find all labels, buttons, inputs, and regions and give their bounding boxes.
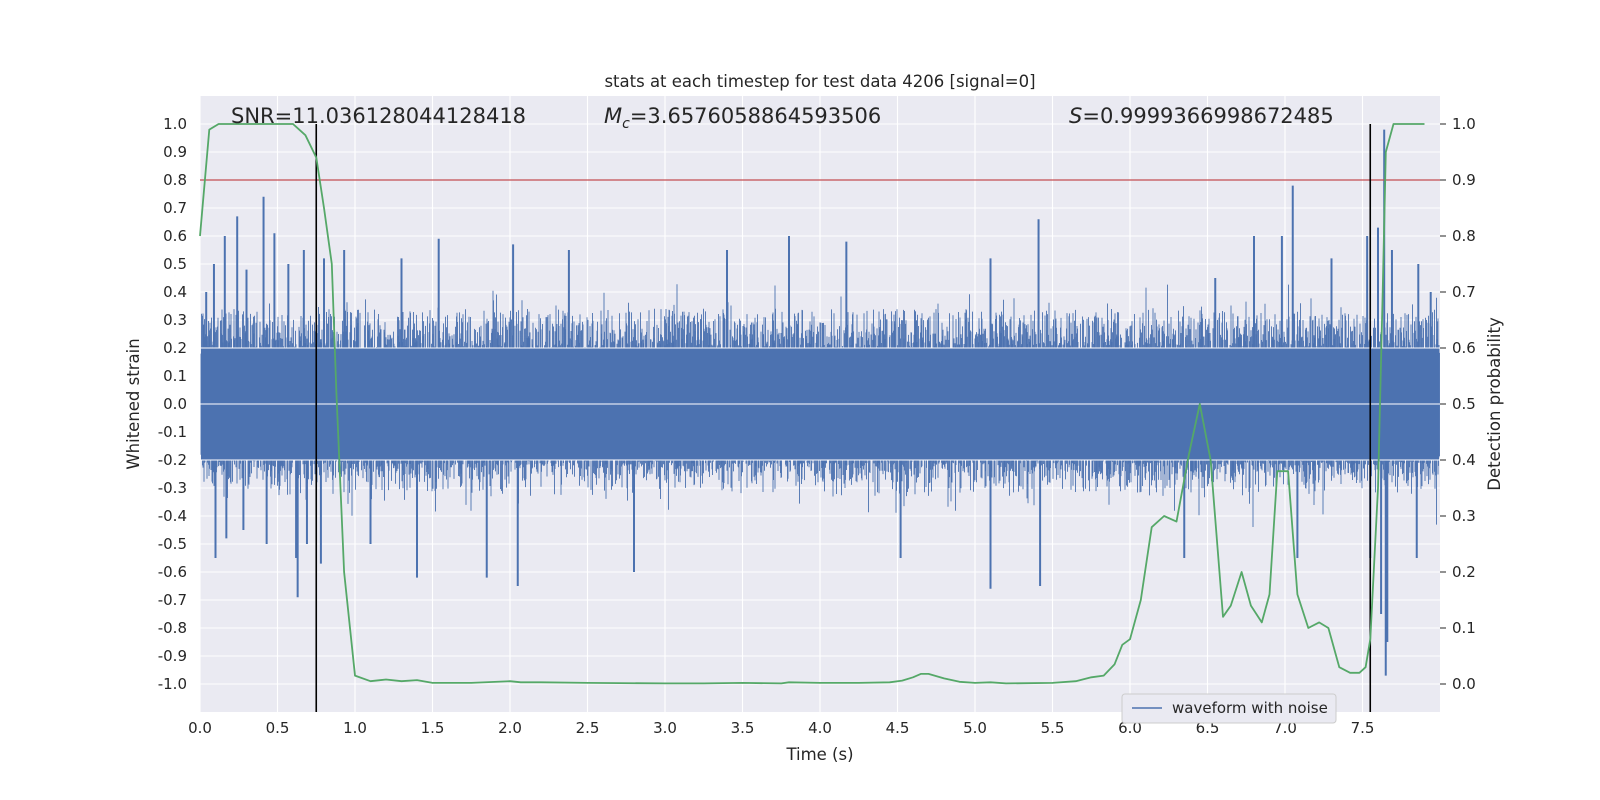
chirp-mass-value: =3.6576058864593506 xyxy=(630,104,881,128)
chirp-mass-annotation: Mc=3.6576058864593506 xyxy=(604,104,881,132)
snr-annotation: SNR=11.036128044128418 xyxy=(231,104,526,128)
y-tick-label: 0.8 xyxy=(163,171,187,189)
x-tick-label: 1.5 xyxy=(421,719,445,737)
legend: waveform with noise xyxy=(1121,693,1337,724)
y-tick-label: -1.0 xyxy=(158,675,187,693)
score-value: =0.9999366998672485 xyxy=(1082,104,1333,128)
score-symbol: S xyxy=(1069,104,1082,128)
right-y-tick-label: 0.2 xyxy=(1452,563,1476,581)
right-y-tick-label: 0.8 xyxy=(1452,227,1476,245)
y-tick-label: 0.5 xyxy=(163,255,187,273)
y-tick-label: -0.5 xyxy=(158,535,187,553)
right-y-tick-label: 0.0 xyxy=(1452,675,1476,693)
y-tick-label: -0.2 xyxy=(158,451,187,469)
x-tick-label: 2.0 xyxy=(498,719,522,737)
right-y-tick-label: 0.7 xyxy=(1452,283,1476,301)
y-tick-label: 0.0 xyxy=(163,395,187,413)
y-tick-label: 0.7 xyxy=(163,199,187,217)
x-tick-label: 7.5 xyxy=(1351,719,1375,737)
reference-lines xyxy=(200,124,1440,712)
chirp-mass-symbol: M xyxy=(604,104,622,128)
probability-line xyxy=(199,123,1425,685)
x-tick-label: 3.0 xyxy=(653,719,677,737)
legend-box xyxy=(1121,693,1337,724)
legend-label: waveform with noise xyxy=(1172,699,1328,717)
x-tick-label: 0.5 xyxy=(266,719,290,737)
x-tick-label: 5.5 xyxy=(1041,719,1065,737)
y-tick-label: 0.6 xyxy=(163,227,187,245)
y-tick-label: -0.6 xyxy=(158,563,187,581)
y-tick-label: -0.8 xyxy=(158,619,187,637)
y-tick-label: 1.0 xyxy=(163,115,187,133)
y-tick-label: 0.2 xyxy=(163,339,187,357)
y-tick-label: -0.7 xyxy=(158,591,187,609)
y-tick-label: 0.1 xyxy=(163,367,187,385)
y-tick-label: 0.9 xyxy=(163,143,187,161)
right-y-axis-label: Detection probability xyxy=(1485,317,1504,491)
right-y-tick-label: 0.6 xyxy=(1452,339,1476,357)
y-tick-label: -0.1 xyxy=(158,423,187,441)
y-tick-label: -0.3 xyxy=(158,479,187,497)
x-tick-label: 5.0 xyxy=(963,719,987,737)
x-tick-label: 0.0 xyxy=(188,719,212,737)
probability-series xyxy=(199,123,1425,685)
y-tick-label: 0.4 xyxy=(163,283,187,301)
x-tick-label: 1.0 xyxy=(343,719,367,737)
y-axis-label: Whitened strain xyxy=(124,338,143,469)
right-y-tick-label: 0.4 xyxy=(1452,451,1476,469)
right-y-tick-label: 0.5 xyxy=(1452,395,1476,413)
y-tick-label: -0.4 xyxy=(158,507,187,525)
right-y-tick-label: 1.0 xyxy=(1452,115,1476,133)
x-tick-label: 3.5 xyxy=(731,719,755,737)
score-annotation: S=0.9999366998672485 xyxy=(1069,104,1334,128)
right-y-tick-label: 0.9 xyxy=(1452,171,1476,189)
y-axis-ticks: 1.0 0.9 0.8 0.7 0.6 0.5 0.4 0.3 0.2 0.1 0.0 -0.1 -0.… xyxy=(158,115,187,693)
x-tick-label: 4.5 xyxy=(886,719,910,737)
right-y-tick-label: 0.3 xyxy=(1452,507,1476,525)
right-y-tick-label: 0.1 xyxy=(1452,619,1476,637)
y-tick-label: -0.9 xyxy=(158,647,187,665)
y-tick-label: 0.3 xyxy=(163,311,187,329)
chart-title: stats at each timestep for test data 420… xyxy=(604,72,1035,91)
x-axis-label: Time (s) xyxy=(785,745,853,764)
x-tick-label: 2.5 xyxy=(576,719,600,737)
right-y-axis-ticks: 1.0 0.9 0.8 0.7 0.6 0.5 0.4 0.3 0.2 0.1 0.0 xyxy=(1440,115,1476,693)
x-tick-label: 4.0 xyxy=(808,719,832,737)
chirp-mass-subscript: c xyxy=(622,116,630,132)
